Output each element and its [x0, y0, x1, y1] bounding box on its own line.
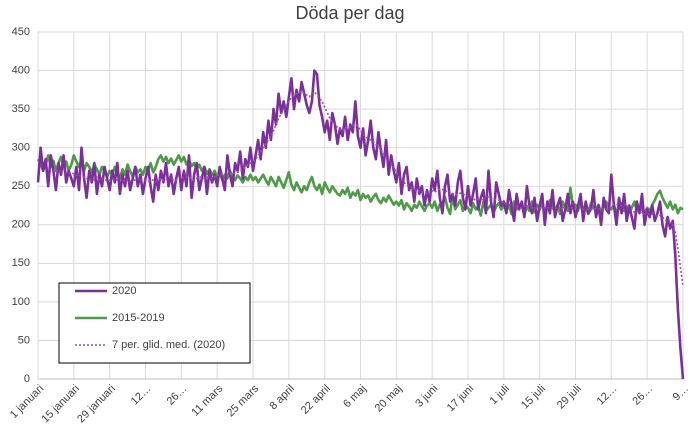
x-tick-label: 1 juli	[488, 383, 512, 407]
chart-title: Döda per dag	[295, 3, 404, 23]
legend-label: 7 per. glid. med. (2020)	[112, 339, 225, 351]
x-tick-label: 15 januari	[39, 383, 82, 426]
x-tick-label: 20 maj	[373, 383, 405, 415]
legend-box	[58, 282, 251, 364]
x-tick-label: 12…	[129, 383, 154, 408]
x-tick-label: 8 april	[267, 383, 297, 413]
x-tick-label: 26…	[630, 383, 655, 408]
y-tick-label: 150	[12, 257, 30, 269]
x-tick-label: 25 mars	[225, 382, 262, 419]
x-tick-label: 12…	[595, 383, 620, 408]
y-tick-label: 0	[24, 373, 30, 385]
x-tick-label: 3 juni	[413, 383, 440, 410]
y-tick-label: 350	[12, 103, 30, 115]
x-tick-label: 29 juli	[555, 383, 584, 412]
series-line	[52, 90, 684, 287]
x-tick-label: 11 mars	[189, 382, 225, 418]
series-line	[36, 154, 684, 217]
y-tick-label: 400	[12, 64, 30, 76]
x-tick-label: 6 maj	[341, 383, 369, 411]
series-line	[36, 69, 685, 380]
legend-label: 2020	[112, 285, 136, 297]
legend-label: 2015-2019	[112, 312, 165, 324]
y-tick-label: 300	[12, 142, 30, 154]
y-tick-label: 100	[12, 296, 30, 308]
x-tick-label: 9…	[671, 383, 692, 404]
y-tick-label: 200	[12, 219, 30, 231]
y-tick-label: 250	[12, 180, 30, 192]
x-tick-label: 15 juli	[519, 383, 548, 412]
x-tick-label: 26…	[165, 383, 190, 408]
y-tick-label: 50	[18, 334, 30, 346]
x-tick-label: 17 juni	[445, 383, 476, 414]
y-tick-label: 450	[12, 26, 30, 38]
x-tick-label: 22 april	[299, 383, 333, 417]
x-tick-label: 29 januari	[75, 383, 118, 426]
